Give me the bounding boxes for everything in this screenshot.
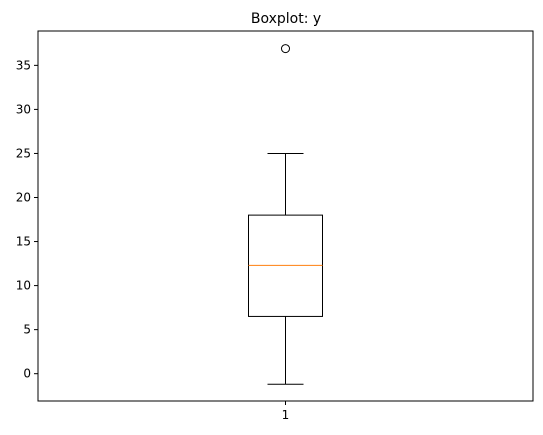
- y-tick-label: 5: [23, 323, 31, 337]
- y-axis: 0 5 10 15 20 25 30 35: [16, 58, 38, 381]
- y-tick-label: 35: [16, 58, 31, 72]
- y-tick-label: 15: [16, 235, 31, 249]
- chart-title: Boxplot: y: [251, 11, 321, 27]
- x-axis: 1: [282, 401, 290, 422]
- y-tick-label: 10: [16, 279, 31, 293]
- x-tick-label: 1: [282, 408, 290, 422]
- y-tick-label: 30: [16, 102, 31, 116]
- y-tick-label: 20: [16, 191, 31, 205]
- y-tick-label: 25: [16, 146, 31, 160]
- outlier-point: [281, 44, 290, 54]
- plot-frame: [37, 30, 534, 402]
- boxes-group: [248, 44, 323, 385]
- y-tick-label: 0: [23, 367, 31, 381]
